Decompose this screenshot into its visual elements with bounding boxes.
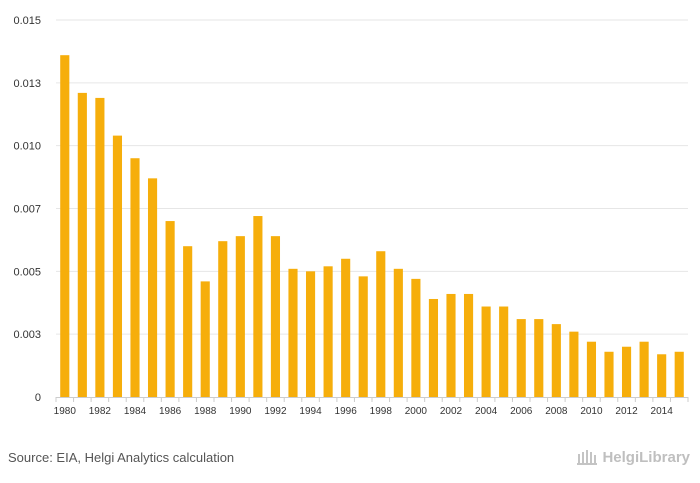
y-tick-label: 0.013 xyxy=(13,78,41,90)
bar-1984[interactable] xyxy=(130,158,140,397)
bar-1999[interactable] xyxy=(393,268,403,397)
bars xyxy=(60,55,684,398)
x-tick-label: 1984 xyxy=(124,406,147,417)
logo-text: HelgiLibrary xyxy=(602,448,690,466)
x-tick-label: 1986 xyxy=(159,406,182,417)
bar-1982[interactable] xyxy=(95,97,105,397)
bar-2010[interactable] xyxy=(586,341,597,397)
y-tick-label: 0.003 xyxy=(13,329,41,341)
bar-1994[interactable] xyxy=(305,271,316,397)
bar-2005[interactable] xyxy=(499,306,509,397)
bar-1981[interactable] xyxy=(77,92,87,398)
bar-1996[interactable] xyxy=(341,258,351,397)
x-tick-label: 1982 xyxy=(89,406,112,417)
bar-1987[interactable] xyxy=(183,246,193,397)
x-tick-label: 1988 xyxy=(194,406,217,417)
x-tick-label: 2002 xyxy=(440,406,463,417)
bar-2002[interactable] xyxy=(446,293,456,397)
y-tick-label: 0 xyxy=(35,392,41,404)
x-tick-label: 2010 xyxy=(580,406,603,417)
x-axis xyxy=(55,397,689,402)
bar-1992[interactable] xyxy=(270,236,281,397)
bar-1980[interactable] xyxy=(60,55,70,397)
bar-1988[interactable] xyxy=(200,281,210,397)
source-note: Source: EIA, Helgi Analytics calculation xyxy=(8,450,235,465)
bar-2001[interactable] xyxy=(428,298,439,397)
y-tick-label: 0.010 xyxy=(13,141,41,153)
bar-1989[interactable] xyxy=(218,241,228,397)
bar-2015[interactable] xyxy=(674,351,684,397)
bar-2009[interactable] xyxy=(569,331,579,397)
x-tick-label: 2014 xyxy=(651,406,674,417)
library-building-icon xyxy=(577,450,598,465)
x-tick-label: 2000 xyxy=(405,406,428,417)
x-tick-label: 1980 xyxy=(54,406,77,417)
y-axis-labels: 0 0.003 0.005 0.007 0.010 0.013 0.015 xyxy=(13,15,41,404)
bar-1983[interactable] xyxy=(112,135,123,397)
bar-2000[interactable] xyxy=(411,278,421,397)
x-tick-label: 1994 xyxy=(299,406,322,417)
bar-2004[interactable] xyxy=(481,306,491,397)
x-tick-label: 1998 xyxy=(370,406,393,417)
bar-2007[interactable] xyxy=(534,319,544,397)
bar-1998[interactable] xyxy=(376,251,386,397)
bar-2008[interactable] xyxy=(551,324,561,397)
bar-2013[interactable] xyxy=(639,341,649,397)
bar-2006[interactable] xyxy=(516,319,526,397)
bar-2014[interactable] xyxy=(657,354,667,397)
bar-2003[interactable] xyxy=(463,293,474,397)
y-tick-label: 0.015 xyxy=(13,15,41,27)
x-tick-label: 2004 xyxy=(475,406,498,417)
bar-1985[interactable] xyxy=(147,178,158,397)
helgi-library-logo[interactable]: HelgiLibrary xyxy=(576,448,690,466)
bar-1991[interactable] xyxy=(253,216,263,397)
bar-1995[interactable] xyxy=(323,266,333,397)
bar-1993[interactable] xyxy=(288,268,298,397)
bar-chart: 0 0.003 0.005 0.007 0.010 0.013 0.015 1980 1982… xyxy=(13,15,689,417)
bar-2012[interactable] xyxy=(621,346,632,397)
y-tick-label: 0.007 xyxy=(13,204,41,216)
x-axis-labels: 1980 1982 1984 1986 1988 1990 1992 1994 1996 1998… xyxy=(54,406,674,417)
x-tick-label: 1996 xyxy=(335,406,358,417)
x-tick-label: 2012 xyxy=(615,406,638,417)
bar-1986[interactable] xyxy=(165,221,175,397)
x-tick-label: 1992 xyxy=(264,406,287,417)
x-tick-label: 1990 xyxy=(229,406,252,417)
bar-2011[interactable] xyxy=(604,351,614,397)
y-tick-label: 0.005 xyxy=(13,266,41,278)
bar-1990[interactable] xyxy=(235,236,245,397)
grid-lines xyxy=(56,19,688,335)
x-tick-label: 2006 xyxy=(510,406,533,417)
bar-1997[interactable] xyxy=(358,276,368,397)
x-tick-label: 2008 xyxy=(545,406,568,417)
